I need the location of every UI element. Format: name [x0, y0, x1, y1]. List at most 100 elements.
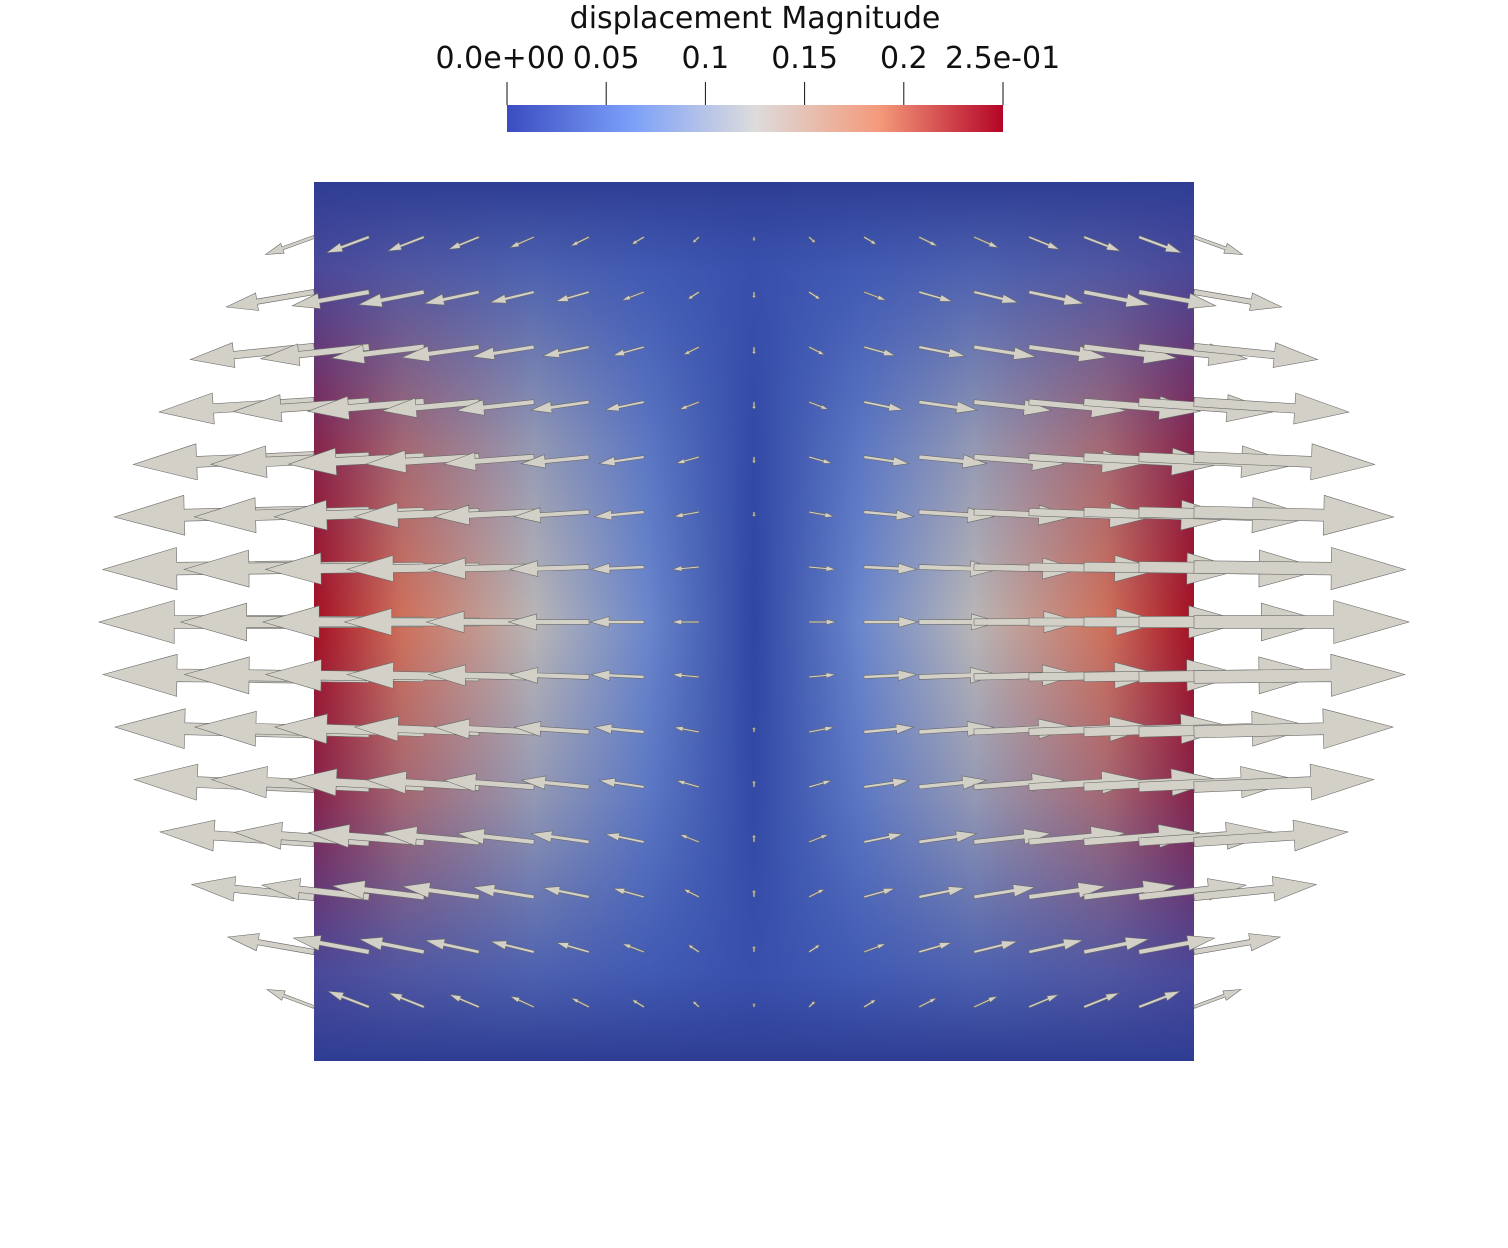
- arrow-glyph: [1028, 994, 1060, 1009]
- arrow-glyph: [1193, 289, 1283, 311]
- arrow-glyph: [673, 726, 700, 734]
- arrow-glyph: [292, 935, 370, 955]
- arrow-glyph: [863, 888, 896, 899]
- arrow-glyph: [387, 992, 425, 1009]
- arrow-glyph: [612, 345, 645, 356]
- arrow-glyph: [264, 235, 315, 255]
- arrow-glyph: [190, 876, 315, 902]
- arrow-glyph: [1193, 342, 1319, 368]
- arrow-glyph: [1138, 935, 1216, 955]
- arrow-glyph: [863, 455, 911, 467]
- arrow-glyph: [671, 672, 700, 679]
- arrow-glyph: [918, 775, 988, 790]
- arrow-glyph: [750, 236, 758, 242]
- arrow-glyph: [973, 940, 1019, 954]
- arrow-glyph: [261, 605, 425, 639]
- arrow-glyph: [589, 616, 645, 628]
- arrow-glyph: [1193, 933, 1282, 955]
- arrow-glyph: [671, 618, 700, 626]
- arrow-glyph: [1138, 990, 1182, 1009]
- arrow-glyph: [808, 455, 833, 464]
- colorbar-tick-label: 0.05: [573, 41, 640, 76]
- arrow-glyph: [447, 235, 480, 250]
- arrow-glyph: [863, 509, 915, 521]
- arrow-glyph: [973, 995, 999, 1009]
- arrow-glyph: [918, 399, 979, 414]
- arrow-glyph: [1083, 235, 1122, 252]
- arrow-glyph: [863, 669, 918, 682]
- arrow-glyph: [1193, 494, 1395, 536]
- arrow-glyph: [513, 721, 590, 737]
- arrow-glyph: [678, 400, 700, 410]
- arrow-glyph: [509, 995, 535, 1009]
- arrow-glyph: [1193, 876, 1318, 902]
- arrow-glyph: [863, 777, 910, 789]
- arrow-glyph: [973, 610, 1083, 634]
- arrow-glyph: [307, 824, 425, 848]
- arrow-glyph: [542, 886, 590, 899]
- arrow-glyph: [808, 834, 830, 844]
- arrow-glyph: [400, 344, 480, 362]
- arrow-glyph: [386, 235, 425, 252]
- arrow-glyph: [1083, 992, 1121, 1009]
- arrow-glyph: [918, 290, 953, 302]
- arrow-glyph: [291, 289, 370, 310]
- colorbar-tick-label: 0.15: [771, 41, 838, 76]
- arrow-glyph: [808, 290, 821, 300]
- arrow-glyph: [808, 780, 833, 789]
- arrow-glyph: [443, 773, 535, 792]
- arrow-glyph: [808, 510, 835, 518]
- arrow-glyph: [863, 290, 887, 301]
- arrow-glyph: [863, 999, 877, 1009]
- arrow-glyph: [863, 943, 887, 954]
- arrow-glyph: [808, 726, 835, 734]
- arrow-glyph: [357, 289, 425, 308]
- arrow-glyph: [471, 344, 535, 360]
- arrow-glyph: [325, 235, 370, 254]
- arrow-glyph: [1193, 989, 1243, 1009]
- arrow-glyph: [507, 613, 590, 631]
- arrow-glyph: [226, 933, 315, 955]
- arrow-glyph: [612, 888, 645, 899]
- arrow-glyph: [288, 768, 425, 797]
- arrow-glyph: [265, 989, 315, 1009]
- arrow-glyph: [604, 400, 645, 412]
- arrow-glyph: [1028, 882, 1107, 900]
- arrow-glyph: [520, 775, 590, 790]
- arrow-glyph: [973, 290, 1019, 304]
- arrow-glyph: [751, 945, 757, 953]
- arrow-glyph: [682, 888, 700, 899]
- arrow-glyph: [751, 780, 757, 788]
- arrow-glyph: [555, 942, 590, 954]
- arrow-glyph: [621, 290, 645, 301]
- colorbar-tick-label: 0.2: [880, 41, 928, 76]
- arrow-glyph: [808, 618, 837, 626]
- arrow-glyph: [751, 291, 757, 299]
- arrow-glyph: [513, 507, 590, 523]
- arrow-glyph: [751, 889, 757, 898]
- arrow-glyph: [570, 997, 590, 1009]
- arrow-glyph: [973, 884, 1037, 900]
- arrow-glyph: [590, 669, 645, 682]
- arrow-glyph: [273, 713, 425, 745]
- arrow-glyph: [448, 994, 480, 1009]
- colorbar-title: displacement Magnitude: [570, 1, 941, 36]
- arrow-glyph: [210, 766, 370, 799]
- arrow-glyph: [675, 455, 700, 464]
- arrow-glyph: [863, 723, 915, 735]
- arrow-glyph: [598, 777, 645, 789]
- arrow-glyph: [863, 345, 896, 356]
- arrow-glyph: [597, 455, 645, 467]
- arrow-glyph: [863, 235, 877, 245]
- arrow-glyph: [918, 613, 1001, 631]
- arrow-glyph: [442, 451, 535, 471]
- arrow-glyph: [401, 882, 480, 900]
- arrow-glyph: [541, 345, 590, 358]
- arrow-glyph: [673, 510, 700, 518]
- glyphs: [97, 235, 1411, 1009]
- arrow-glyph: [808, 345, 826, 356]
- arrow-glyph: [590, 562, 645, 575]
- arrow-glyph: [808, 235, 816, 243]
- arrow-glyph: [424, 938, 480, 954]
